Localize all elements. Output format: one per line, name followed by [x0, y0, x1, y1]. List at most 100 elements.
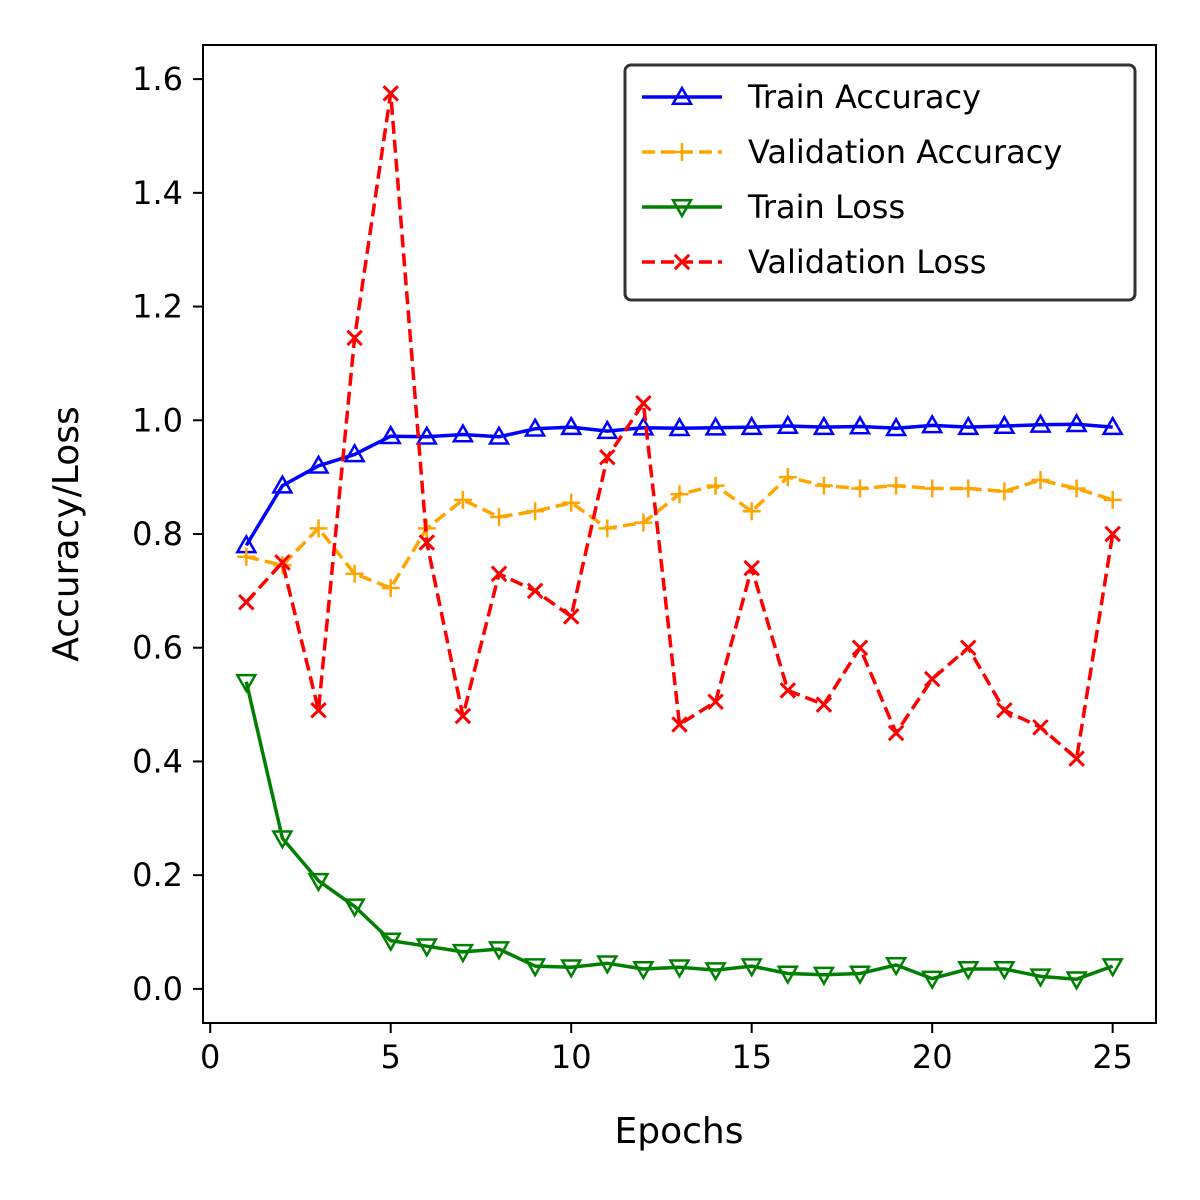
data-point-train-accuracy: [343, 442, 366, 463]
x-tick-label: 10: [551, 1038, 592, 1076]
data-point-train-loss: [379, 932, 402, 953]
data-point-train-accuracy: [668, 416, 691, 437]
data-point-train-loss: [884, 957, 908, 977]
data-point-train-accuracy: [415, 425, 438, 445]
legend-marker-validation-accuracy: [673, 143, 691, 161]
data-point-validation-accuracy: [562, 493, 581, 512]
data-point-validation-loss: [346, 329, 363, 347]
data-point-validation-accuracy: [1031, 470, 1050, 489]
data-point-validation-accuracy: [1103, 490, 1122, 509]
data-point-train-loss: [921, 970, 944, 991]
y-tick-label: 0.8: [132, 515, 183, 553]
data-point-validation-loss: [526, 582, 544, 600]
legend-marker-train-loss: [670, 199, 694, 219]
data-point-train-accuracy: [271, 474, 294, 494]
data-point-train-accuracy: [487, 425, 511, 445]
x-tick-label: 25: [1092, 1038, 1133, 1076]
data-point-validation-loss: [562, 608, 580, 625]
data-point-validation-accuracy: [526, 502, 545, 521]
data-point-validation-loss: [887, 724, 905, 742]
legend-label-validation-accuracy: Validation Accuracy: [748, 133, 1062, 171]
y-tick-label: 1.6: [132, 60, 183, 98]
data-point-validation-accuracy: [670, 485, 689, 504]
data-point-train-loss: [451, 943, 475, 964]
data-point-validation-accuracy: [634, 513, 653, 532]
data-point-train-accuracy: [957, 415, 980, 436]
data-point-validation-loss: [454, 707, 472, 725]
data-point-train-accuracy: [307, 454, 330, 474]
series-validation-loss: [238, 85, 1121, 767]
data-point-train-loss: [415, 938, 438, 958]
data-point-train-loss: [668, 959, 691, 979]
data-point-validation-loss: [599, 448, 616, 466]
data-point-validation-accuracy: [742, 502, 761, 521]
legend-marker-validation-loss: [673, 253, 691, 271]
data-point-validation-accuracy: [490, 507, 509, 526]
data-point-validation-loss: [238, 593, 255, 611]
data-point-validation-accuracy: [850, 479, 869, 498]
data-point-train-loss: [632, 960, 655, 981]
data-point-train-loss: [812, 966, 836, 987]
data-point-train-accuracy: [523, 417, 547, 437]
y-tick-label: 0.2: [132, 856, 183, 894]
data-point-train-loss: [560, 959, 583, 979]
data-point-validation-accuracy: [273, 556, 292, 575]
legend: Train Accuracy Validation Accuracy Train L…: [623, 63, 1137, 302]
y-tick-label: 0.0: [132, 970, 183, 1008]
data-point-train-loss: [993, 960, 1016, 981]
data-point-train-accuracy: [1029, 413, 1052, 433]
data-point-train-accuracy: [704, 416, 727, 436]
series-layer: [235, 85, 1124, 991]
data-point-train-accuracy: [1101, 415, 1124, 436]
data-point-train-loss: [596, 955, 619, 975]
data-point-train-accuracy: [776, 414, 799, 434]
data-point-validation-loss: [274, 554, 291, 571]
data-point-train-loss: [523, 958, 547, 978]
legend-label-train-loss: Train Loss: [747, 188, 905, 226]
legend-label-validation-loss: Validation Loss: [748, 243, 986, 281]
data-point-train-loss: [1029, 968, 1052, 988]
data-point-validation-loss: [490, 565, 508, 583]
data-point-validation-accuracy: [237, 547, 256, 566]
data-point-train-loss: [704, 962, 727, 982]
x-tick-label: 0: [200, 1038, 220, 1076]
data-point-validation-loss: [382, 85, 399, 102]
data-point-validation-loss: [1068, 750, 1085, 767]
data-point-train-loss: [740, 958, 763, 978]
data-point-validation-loss: [779, 682, 797, 699]
data-point-train-loss: [271, 830, 294, 850]
data-point-train-loss: [957, 960, 980, 981]
data-point-validation-loss: [635, 394, 652, 412]
data-point-validation-accuracy: [309, 519, 328, 538]
x-tick-label: 15: [731, 1038, 772, 1076]
data-point-validation-accuracy: [1067, 479, 1086, 498]
data-point-train-accuracy: [740, 415, 763, 436]
data-point-validation-accuracy: [706, 476, 725, 495]
data-point-train-loss: [776, 965, 799, 986]
data-point-validation-loss: [1032, 719, 1049, 736]
legend-box: [623, 63, 1137, 302]
data-point-validation-loss: [310, 702, 327, 719]
x-axis-title: Epochs: [615, 1111, 744, 1152]
x-tick-label: 5: [381, 1038, 401, 1076]
data-point-train-accuracy: [1065, 412, 1088, 433]
data-point-train-accuracy: [451, 422, 475, 443]
data-point-train-accuracy: [596, 419, 619, 440]
series-validation-accuracy: [237, 468, 1122, 598]
data-point-train-accuracy: [884, 416, 908, 437]
data-point-train-accuracy: [921, 413, 944, 434]
y-tick-label: 0.6: [132, 629, 183, 667]
data-point-train-accuracy: [632, 416, 655, 436]
series-line-train-loss: [244, 681, 1114, 981]
data-point-validation-loss: [707, 693, 724, 710]
data-point-validation-accuracy: [959, 479, 978, 498]
series-line-train-accuracy: [244, 422, 1113, 547]
data-point-validation-loss: [923, 670, 941, 688]
data-point-validation-loss: [960, 639, 977, 656]
data-point-train-accuracy: [812, 415, 836, 436]
data-point-validation-loss: [671, 716, 688, 733]
legend-label-train-accuracy: Train Accuracy: [747, 78, 981, 116]
data-point-validation-loss: [1104, 525, 1121, 543]
